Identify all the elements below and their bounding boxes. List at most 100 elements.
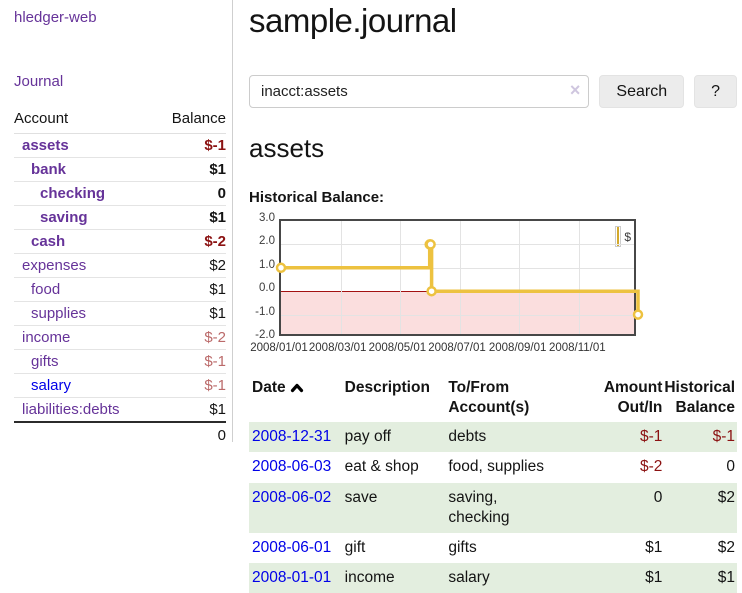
account-link[interactable]: checking: [40, 185, 106, 202]
account-total-row: 0: [14, 422, 226, 447]
v-gridline: [578, 221, 580, 334]
x-axis-tick-label: 2008/01/01: [250, 342, 308, 354]
account-balance: $-2: [154, 229, 226, 254]
transaction-description: gift: [344, 538, 366, 556]
transaction-date-link[interactable]: 2008-06-02: [252, 488, 332, 506]
transaction-description: pay off: [344, 428, 391, 446]
transaction-balance: 0: [726, 458, 735, 476]
transaction-date-link[interactable]: 2008-06-03: [252, 458, 332, 476]
account-link[interactable]: liabilities:debts: [22, 401, 120, 418]
y-axis-tick-label: -1.0: [255, 305, 275, 318]
transaction-balance: $1: [717, 568, 735, 586]
account-link[interactable]: saving: [40, 209, 88, 226]
transaction-date-link[interactable]: 2008-01-01: [252, 568, 332, 586]
x-axis-tick-label: 2008/05/01: [368, 342, 427, 354]
transaction-row[interactable]: 2008-06-02 save saving, checking 0 $2: [249, 482, 737, 533]
account-link[interactable]: bank: [31, 161, 67, 178]
h-gridline: [281, 314, 634, 316]
search-input-wrap: ×: [249, 75, 590, 108]
clear-search-icon[interactable]: ×: [569, 80, 581, 100]
account-balance: $-2: [154, 325, 226, 350]
search-input[interactable]: [249, 75, 590, 108]
account-link[interactable]: cash: [31, 233, 66, 250]
account-row: liabilities:debts $1: [14, 397, 226, 423]
transaction-accounts: food, supplies: [448, 458, 544, 476]
account-heading: assets: [249, 133, 325, 163]
balance-column-header-register: Historical Balance: [664, 379, 735, 417]
balance-column-header: Balance: [154, 106, 226, 134]
account-row: assets $-1: [14, 133, 226, 158]
sort-ascending-icon: [290, 383, 303, 393]
transaction-amount: $1: [645, 538, 663, 556]
account-row: cash $-2: [14, 229, 226, 254]
y-axis-tick-label: -2.0: [255, 329, 275, 341]
v-gridline: [519, 221, 520, 334]
accounts-column-header: To/From Account(s): [448, 379, 530, 417]
transaction-row[interactable]: 2008-06-01 gift gifts $1 $2: [249, 533, 737, 563]
sidebar: hledger-web Journal Account Balance asse…: [0, 0, 233, 593]
transaction-accounts: gifts: [448, 538, 477, 556]
account-balance: $1: [154, 397, 226, 423]
account-link[interactable]: gifts: [31, 353, 59, 370]
account-balance: $2: [154, 253, 226, 278]
account-row: gifts $-1: [14, 349, 226, 374]
transaction-amount: $-1: [639, 428, 663, 446]
account-row: income $-2: [14, 325, 226, 350]
register-table: Date Description To/From Account(s) Amou…: [249, 376, 737, 593]
account-balance: $-1: [154, 349, 226, 374]
description-column-header: Description: [344, 379, 430, 396]
account-row: salary $-1: [14, 373, 226, 398]
data-point-marker: [632, 309, 644, 320]
account-balance: $-1: [154, 373, 226, 398]
legend-swatch-box: [615, 226, 622, 247]
y-axis-tick-label: 3.0: [259, 212, 275, 224]
transaction-date-link[interactable]: 2008-12-31: [252, 428, 332, 446]
date-column-header[interactable]: Date: [249, 376, 345, 422]
data-point-marker: [425, 239, 436, 250]
sidebar-item-journal[interactable]: Journal: [14, 73, 64, 90]
sidebar-divider: [232, 0, 233, 442]
transaction-row[interactable]: 2008-06-03 eat & shop food, supplies $-2 0: [249, 452, 737, 482]
transaction-description: save: [344, 488, 378, 506]
account-balance: $1: [154, 277, 226, 302]
y-axis-tick-label: 1.0: [259, 258, 275, 271]
account-link[interactable]: salary: [31, 377, 72, 394]
y-axis-tick-label: 2.0: [259, 235, 275, 248]
account-link[interactable]: expenses: [22, 257, 87, 274]
register-header-row: Date Description To/From Account(s) Amou…: [249, 376, 737, 422]
account-row: checking 0: [14, 181, 226, 206]
h-gridline: [281, 244, 634, 246]
x-axis-tick-label: 2008/11/01: [548, 342, 606, 354]
account-link[interactable]: supplies: [31, 305, 87, 322]
account-balance: $1: [154, 157, 226, 182]
data-point-marker: [275, 262, 287, 274]
transaction-accounts: saving, checking: [448, 488, 510, 526]
x-axis-tick-label: 2008/03/01: [308, 342, 367, 354]
account-balance: $1: [154, 205, 226, 230]
account-row: supplies $1: [14, 301, 226, 326]
account-link[interactable]: food: [31, 281, 61, 298]
chart-title: Historical Balance:: [249, 189, 385, 206]
chart-legend: $: [615, 226, 631, 247]
search-button[interactable]: Search: [599, 75, 685, 108]
transaction-description: eat & shop: [344, 458, 419, 476]
account-row: food $1: [14, 277, 226, 302]
help-button[interactable]: ?: [694, 75, 737, 108]
transaction-description: income: [344, 568, 395, 586]
amount-column-header: Amount Out/In: [603, 379, 663, 417]
transaction-row[interactable]: 2008-01-01 income salary $1 $1: [249, 562, 737, 593]
h-gridline: [281, 267, 634, 269]
main-content: sample.journal × Search ? assets Histori…: [233, 0, 742, 593]
transaction-row[interactable]: 2008-12-31 pay off debts $-1 $-1: [249, 422, 737, 453]
account-link[interactable]: income: [22, 329, 71, 346]
account-row: expenses $2: [14, 253, 226, 278]
app-title-link[interactable]: hledger-web: [14, 9, 97, 26]
account-balance: 0: [154, 181, 226, 206]
legend-label: $: [624, 229, 631, 244]
legend-color-swatch: [617, 227, 620, 246]
data-point-marker: [426, 285, 437, 297]
account-link[interactable]: assets: [22, 137, 69, 154]
transaction-date-link[interactable]: 2008-06-01: [252, 538, 332, 556]
historical-balance-chart: $ 3.0 2.0 1.0 0.0 -1.0 -2.0 2008/01/01 2008/03/…: [249, 212, 737, 361]
